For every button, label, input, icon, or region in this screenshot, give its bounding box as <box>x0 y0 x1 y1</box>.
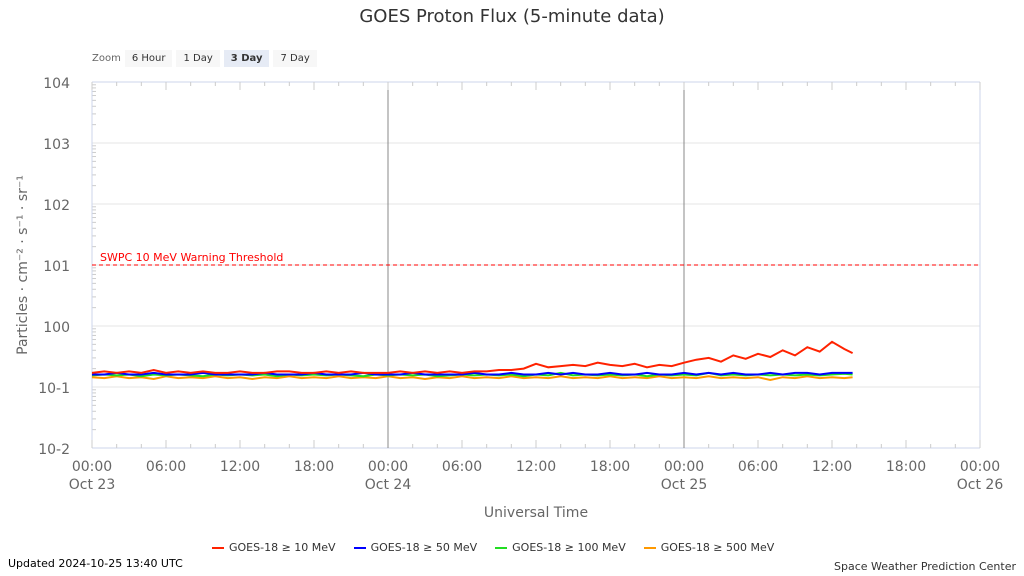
x-axis-title: Universal Time <box>484 505 588 521</box>
y-tick-label: 100 <box>43 320 70 336</box>
x-date-label: Oct 23 <box>69 477 115 493</box>
legend-swatch <box>495 546 508 549</box>
legend-swatch <box>643 546 656 549</box>
x-tick-label: 06:00 <box>442 459 482 475</box>
x-date-label: Oct 24 <box>365 477 412 493</box>
legend-label: GOES-18 ≥ 500 MeV <box>660 541 775 554</box>
x-date-label: Oct 25 <box>661 477 707 493</box>
x-tick-label: 18:00 <box>886 459 926 475</box>
y-tick-label: 101 <box>43 259 70 275</box>
legend-item[interactable]: GOES-18 ≥ 100 MeV <box>495 541 626 554</box>
legend-label: GOES-18 ≥ 100 MeV <box>512 541 626 554</box>
chart-title: GOES Proton Flux (5-minute data) <box>359 6 665 27</box>
y-tick-label: 104 <box>43 76 70 92</box>
legend-item[interactable]: GOES-18 ≥ 10 MeV <box>212 541 336 554</box>
legend: GOES-18 ≥ 10 MeV GOES-18 ≥ 50 MeV GOES-18 … <box>212 541 774 554</box>
x-tick-label: 00:00 <box>960 459 1000 475</box>
series-line-18-500-mev <box>91 375 853 382</box>
legend-label: GOES-18 ≥ 10 MeV <box>229 541 336 554</box>
zoom-1-day-button[interactable]: 1 Day <box>176 50 220 67</box>
y-tick-label: 102 <box>43 198 70 214</box>
x-tick-label: 12:00 <box>220 459 260 475</box>
legend-item[interactable]: GOES-18 ≥ 50 MeV <box>353 541 478 554</box>
x-tick-label: 00:00 <box>368 459 408 475</box>
zoom-label: Zoom <box>92 53 121 64</box>
threshold-label: SWPC 10 MeV Warning Threshold <box>100 251 283 264</box>
series-line-18-50-mev <box>92 371 853 376</box>
updated-timestamp: Updated 2024-10-25 13:40 UTC <box>8 557 183 570</box>
zoom-7-day-button[interactable]: 7 Day <box>273 50 317 67</box>
y-tick-label: 10-2 <box>38 442 70 458</box>
x-tick-label: 12:00 <box>812 459 852 475</box>
credit: Space Weather Prediction Center <box>834 560 1016 573</box>
x-tick-label: 00:00 <box>664 459 704 475</box>
y-axis-title: Particles · cm⁻² · s⁻¹ · sr⁻¹ <box>15 175 31 355</box>
legend-swatch <box>353 546 366 549</box>
x-tick-label: 18:00 <box>590 459 630 475</box>
zoom-bar: Zoom 6 Hour 1 Day 3 Day 7 Day <box>92 50 317 67</box>
x-tick-label: 12:00 <box>516 459 556 475</box>
legend-label: GOES-18 ≥ 50 MeV <box>370 541 478 554</box>
x-tick-label: 06:00 <box>738 459 778 475</box>
zoom-6-hour-button[interactable]: 6 Hour <box>124 50 173 67</box>
zoom-3-day-button[interactable]: 3 Day <box>223 50 270 67</box>
legend-swatch <box>212 546 224 549</box>
x-tick-label: 00:00 <box>72 459 112 475</box>
y-tick-label: 103 <box>43 137 70 153</box>
legend-item[interactable]: GOES-18 ≥ 500 MeV <box>643 541 775 554</box>
x-tick-label: 06:00 <box>146 459 186 475</box>
series-line-18-10-mev <box>91 340 854 374</box>
x-date-label: Oct 26 <box>957 477 1004 493</box>
y-tick-label: 10-1 <box>38 381 70 397</box>
x-tick-label: 18:00 <box>294 459 334 475</box>
